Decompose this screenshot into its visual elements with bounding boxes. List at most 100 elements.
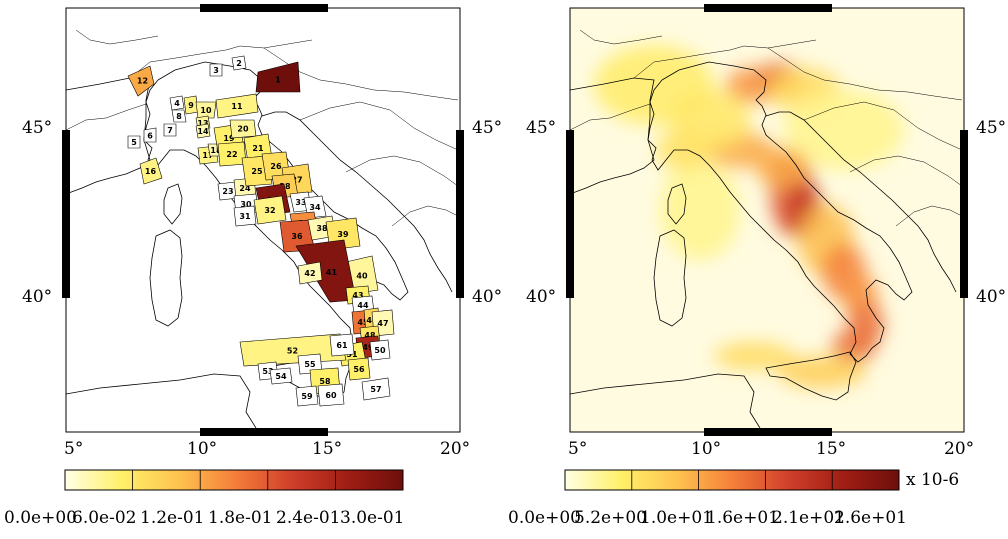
zone-label-48: 48 — [364, 331, 376, 340]
right-border-line — [803, 101, 963, 151]
zone-54 — [269, 367, 293, 385]
left-cbar-tick-1: 6.0e-02 — [72, 508, 137, 528]
left-coast-sardinia — [149, 229, 183, 327]
right-coast-corsica — [667, 183, 687, 225]
right-cbar-tick-5: 2.6e+01 — [834, 508, 907, 528]
left-border-line — [75, 29, 159, 45]
left-cbar-gradient-bar — [64, 469, 404, 491]
lat-label-40: 40° — [22, 287, 53, 307]
zone-label-60: 60 — [325, 391, 337, 400]
zone-16 — [139, 157, 163, 185]
zone-label-34: 34 — [309, 203, 321, 212]
left-coast-balkans — [261, 111, 453, 293]
zone-label-43: 43 — [352, 291, 363, 300]
zone-label-16: 16 — [145, 167, 157, 176]
zone-label-44: 44 — [357, 301, 369, 310]
zone-42 — [297, 261, 323, 285]
left-cbar-tick-2: 1.2e-01 — [140, 508, 205, 528]
lon-label-5: 5° — [64, 439, 84, 459]
zone-8 — [171, 109, 187, 123]
left-frame-bar — [62, 130, 70, 298]
right-cbar-tick-4: 2.1e+01 — [772, 508, 845, 528]
left-frame-bar — [456, 130, 464, 298]
lat-label-45-right: 45° — [976, 118, 1007, 138]
zone-57 — [361, 377, 391, 401]
left-map-panel: 1 2 3 4 5 6 7 8 9 10 11 12 13 14 16 17 18 19 20 21 22 23 24 25 2… — [4, 4, 503, 528]
right-cbar-unit: x 10-6 — [906, 470, 960, 490]
zone-label-2: 2 — [236, 59, 242, 68]
lon-label-5: 5° — [568, 439, 588, 459]
left-frame-bar — [200, 4, 328, 12]
left-border-line — [345, 155, 459, 187]
right-cbar-tick-1: 5.2e+00 — [574, 508, 647, 528]
right-map — [566, 4, 968, 436]
left-cbar-tick-3: 1.8e-01 — [208, 508, 273, 528]
right-map-panel: 45° 40° 45° 40° 5° 10° 15° 20° x 10-6 0.… — [504, 0, 1008, 539]
zone-label-45: 45 — [357, 318, 369, 327]
zone-12 — [127, 65, 155, 97]
zone-label-40: 40 — [356, 272, 368, 281]
zone-4 — [169, 95, 185, 111]
right-border-line — [633, 39, 817, 79]
lat-label-40-right: 40° — [976, 287, 1007, 307]
zone-31 — [233, 205, 257, 227]
left-borders — [65, 29, 459, 227]
right-border-line — [895, 205, 963, 227]
left-coast-corsica — [163, 183, 183, 225]
lon-label-20: 20° — [944, 439, 975, 459]
zone-label-18: 18 — [210, 146, 222, 155]
zone-label-10: 10 — [200, 106, 212, 115]
zone-label-41: 41 — [326, 268, 338, 277]
zone-label-17: 17 — [202, 151, 213, 160]
zone-label-33: 33 — [295, 198, 306, 207]
right-cbar-tick-2: 1.0e+01 — [640, 508, 713, 528]
right-colorbar — [564, 469, 900, 491]
lat-label-40-right: 40° — [472, 287, 503, 307]
right-frame-bar — [704, 4, 832, 12]
zone-label-59: 59 — [301, 392, 313, 401]
right-border-line — [849, 155, 963, 187]
zone-label-57: 57 — [370, 385, 381, 394]
zone-label-8: 8 — [176, 112, 182, 121]
right-border-line — [579, 29, 663, 45]
zone-label-12: 12 — [137, 77, 148, 86]
left-cbar-tick-4: 2.4e-01 — [276, 508, 341, 528]
lon-label-10: 10° — [187, 439, 218, 459]
right-border-line — [767, 47, 963, 101]
right-coast-balkans — [765, 111, 957, 293]
left-coast-africa — [65, 373, 257, 429]
zone-label-14: 14 — [197, 127, 209, 136]
left-border-line — [65, 103, 147, 131]
right-coastlines — [569, 61, 957, 429]
lat-label-40: 40° — [526, 287, 557, 307]
right-coast-italy — [647, 61, 913, 363]
right-frame-bar — [704, 428, 832, 436]
zone-label-47: 47 — [377, 319, 388, 328]
zone-label-25: 25 — [251, 167, 263, 176]
right-frame-bar — [960, 130, 968, 298]
lat-label-45: 45° — [526, 118, 557, 138]
zone-label-54: 54 — [275, 372, 287, 381]
lon-label-15: 15° — [816, 439, 847, 459]
zone-label-46: 46 — [366, 316, 378, 325]
heat-blob — [778, 356, 866, 388]
zone-label-23: 23 — [222, 187, 233, 196]
zone-label-61: 61 — [336, 341, 348, 350]
lon-label-15: 15° — [312, 439, 343, 459]
zone-label-50: 50 — [374, 346, 386, 355]
zone-label-26: 26 — [270, 162, 282, 171]
left-border-line — [299, 101, 459, 151]
zone-10 — [195, 101, 217, 119]
zone-6 — [143, 127, 157, 143]
zone-label-19: 19 — [223, 134, 235, 143]
zone-label-13: 13 — [197, 119, 208, 128]
zone-7 — [163, 123, 177, 137]
left-border-line — [391, 205, 459, 227]
heat-blob — [660, 160, 740, 260]
zone-label-28: 28 — [279, 182, 291, 191]
left-cbar-tick-5: 3.0e-01 — [340, 508, 405, 528]
zone-label-11: 11 — [231, 102, 243, 111]
zone-label-51: 51 — [346, 350, 358, 359]
zone-label-56: 56 — [353, 365, 365, 374]
